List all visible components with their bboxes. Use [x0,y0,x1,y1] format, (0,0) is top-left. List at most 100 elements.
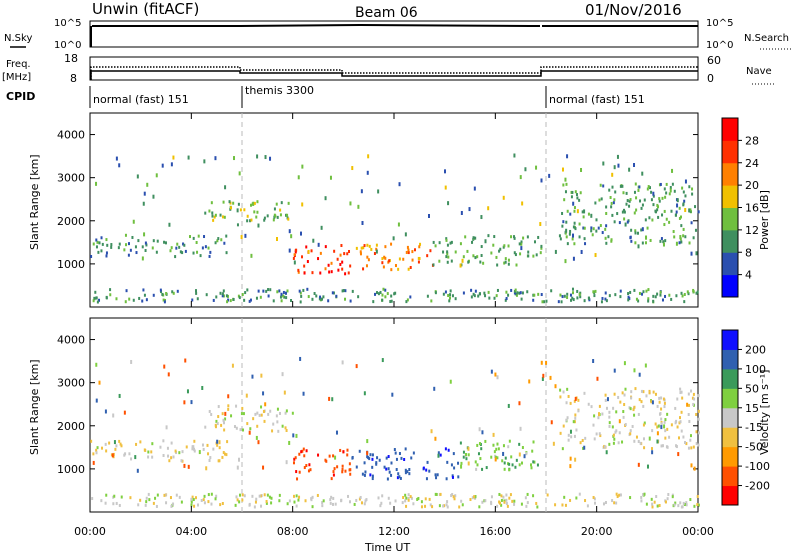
ground-scatter-cell [505,290,508,294]
sparse-echo-cell [540,178,543,183]
sparse-echo-cell [663,424,666,429]
nsearch-label: N.Search [744,33,789,44]
ground-scatter-cell [258,494,261,498]
colorbar-swatch [722,427,738,448]
echo-cell [621,184,624,188]
sparse-echo-cell [695,251,698,256]
ground-scatter-cell [344,289,347,293]
echo-cell [292,461,295,465]
ground-scatter-cell [592,290,595,294]
echo-cell [170,456,173,460]
echo-cell [635,196,638,200]
echo-cell [333,249,336,253]
echo-cell [390,461,393,465]
echo-cell [599,224,602,228]
date-title: 01/Nov/2016 [585,1,682,19]
echo-cell [507,445,510,449]
ground-scatter-cell [226,300,229,304]
echo-cell [135,442,138,446]
echo-cell [631,424,634,428]
sparse-echo-cell [231,363,234,368]
echo-cell [293,253,296,257]
echo-cell [665,191,668,195]
ground-scatter-cell [447,293,450,297]
echo-cell [330,261,333,265]
ytick-label: 3000 [57,377,85,390]
echo-cell [218,459,221,463]
ground-scatter-cell [331,502,334,506]
sparse-echo-cell [375,249,378,254]
sparse-echo-cell [616,154,619,159]
echo-cell [487,234,490,238]
echo-cell [217,237,220,241]
echo-cell [474,460,477,464]
sparse-echo-cell [146,182,149,187]
ground-scatter-cell [563,294,566,298]
ground-scatter-cell [561,503,564,507]
echo-cell [235,426,238,430]
ground-scatter-cell [360,501,363,505]
echo-cell [595,229,598,233]
echo-cell [279,208,282,212]
echo-cell [621,391,624,395]
echo-cell [691,396,694,400]
echo-cell [629,235,632,239]
echo-cell [472,236,475,240]
echo-cell [618,431,621,435]
ground-scatter-cell [318,297,321,301]
ground-scatter-cell [673,503,676,507]
sparse-echo-cell [111,453,114,458]
velocity-ylabel: Slant Range [km] [28,359,41,455]
sparse-echo-cell [565,228,568,233]
echo-cell [258,413,261,417]
ground-scatter-cell [148,498,151,502]
ground-scatter-cell [434,291,437,295]
ground-scatter-cell [145,298,148,302]
sparse-echo-cell [580,249,583,254]
ground-scatter-cell [272,299,275,303]
ground-scatter-cell [142,288,145,292]
echo-cell [649,238,652,242]
sparse-echo-cell [186,389,189,394]
ground-scatter-cell [219,291,222,295]
echo-cell [330,270,333,274]
echo-cell [211,211,214,215]
sparse-echo-cell [564,259,567,264]
sparse-echo-cell [264,155,267,160]
sparse-echo-cell [301,164,304,169]
sparse-echo-cell [143,191,146,196]
echo-cell [565,401,568,405]
echo-cell [344,469,347,473]
echo-cell [617,441,620,445]
echo-cell [559,388,562,392]
echo-cell [479,457,482,461]
echo-cell [339,448,342,452]
ground-scatter-cell [355,498,358,502]
ground-scatter-cell [658,503,661,507]
echo-cell [604,393,607,397]
sparse-echo-cell [613,165,616,170]
echo-cell [170,246,173,250]
echo-cell [355,465,358,469]
echo-cell [422,466,425,470]
echo-cell [272,218,275,222]
colorbar-swatch [722,368,738,389]
echo-cell [242,428,245,432]
echo-cell [250,218,253,222]
echo-cell [129,248,132,252]
echo-cell [286,213,289,217]
echo-cell [358,449,361,453]
echo-cell [684,235,687,239]
echo-cell [273,207,276,211]
ground-scatter-cell [210,492,213,496]
echo-cell [492,443,495,447]
sparse-echo-cell [163,364,166,369]
ground-scatter-cell [243,494,246,498]
echo-cell [640,389,643,393]
echo-cell [237,202,240,206]
sparse-echo-cell [676,198,679,203]
echo-cell [663,209,666,213]
echo-cell [598,432,601,436]
